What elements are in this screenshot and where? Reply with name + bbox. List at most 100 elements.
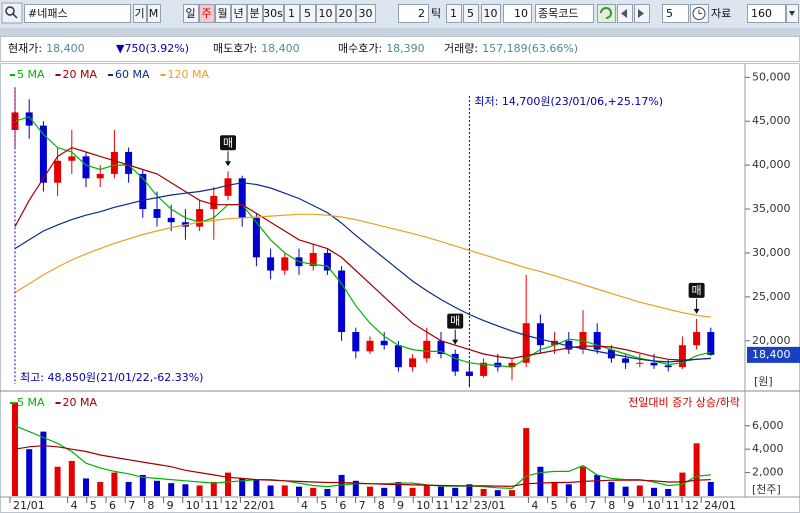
candle-body [82,156,90,179]
toolbar-button[interactable] [284,4,300,23]
toolbar-button[interactable] [231,4,247,23]
signal-label: 매 [223,136,233,149]
data-count-box[interactable] [747,4,786,23]
tick-button[interactable] [463,4,479,23]
search-icon[interactable] [1,2,23,24]
candle-body [352,332,360,352]
volume-bar [551,481,558,496]
data-count: 160 [751,7,772,20]
clock-hands [698,10,702,14]
x-tick-label: 9 [627,499,634,512]
candle-body [593,332,601,350]
tick-button[interactable] [481,4,501,23]
toolbar-button-label: 분 [249,7,259,20]
toolbar-button-label: M [149,7,159,20]
candle-body [636,362,644,364]
count-input-text: 5 [666,7,673,20]
candle-body [394,345,402,368]
toolbar-button[interactable] [215,4,231,23]
candle-body [678,345,686,368]
toolbar-button[interactable] [336,4,356,23]
candle-body [153,209,161,218]
tick-count: 2 [418,7,425,20]
toolbar-button[interactable] [247,4,263,23]
y-tick-label: 45,000 [752,114,791,127]
volume-bar [54,466,61,496]
toolbar-button[interactable] [300,4,316,23]
volume-bar [40,431,47,496]
info-label: 거래량: [444,42,478,55]
candle-body [281,257,289,271]
volume-bar [196,485,203,496]
candle-body [323,252,331,271]
candle-body [480,362,488,376]
volume-bar [68,460,75,496]
volume-bar [509,490,515,496]
toolbar-button[interactable] [147,4,161,23]
toolbar-button[interactable] [356,4,376,23]
y-unit: [원] [754,375,773,388]
candle-body [366,340,374,352]
y-tick-label: 6,000 [752,419,784,432]
candle-body [39,125,47,183]
candle-body [167,217,175,223]
info-label: 현재가: [8,42,42,55]
y-tick-label: 4,000 [752,442,784,455]
x-tick-label: 5 [90,499,97,512]
candle-body [565,340,573,350]
volume-bar [636,485,643,496]
volume-bar [310,487,317,496]
candle-body [622,358,630,363]
code-box[interactable] [535,4,594,23]
volume-bar [168,483,175,496]
candle-body [110,151,118,174]
toolbar-button[interactable] [183,4,199,23]
ma-line [14,116,711,368]
candle-body [238,178,246,218]
x-tick-label: 10 [416,499,430,512]
volume-bar [352,480,359,496]
tick-input[interactable] [503,4,532,23]
candle-body [650,362,658,366]
volume-bar [381,487,388,496]
toolbar-button[interactable] [133,4,147,23]
price-tag [747,346,800,363]
x-tick-label: 11 [205,499,219,512]
x-tick-label: 6 [109,499,116,512]
candle-body [68,156,76,161]
signal-box [447,313,464,329]
toolbar-button[interactable] [316,4,336,23]
tick-button[interactable] [446,4,462,23]
tick-label: 틱 [431,7,441,20]
candle-body [210,195,218,210]
x-tick-label: 11 [666,499,680,512]
signal-arrowhead [693,308,700,314]
volume-note: 전일대비 증가 상승/하락 [628,395,740,409]
x-tick-label: 21/01 [13,499,45,512]
toolbar-button[interactable] [263,4,284,23]
x-tick-label: 7 [589,499,596,512]
search-input[interactable] [24,4,131,23]
chart-frame [0,63,800,513]
volume-bar [225,472,231,496]
count-input[interactable] [662,4,689,23]
ma-line [14,182,711,363]
y-tick-label: 35,000 [752,202,791,215]
volume-bar [608,481,615,496]
info-label: 매도호가: [213,42,257,55]
volume-bar [139,474,146,496]
candle-body [451,353,459,372]
ma-line [14,213,711,318]
volume-bar [182,484,189,496]
ma-line [14,445,711,487]
volume-bar [594,474,601,496]
x-tick-label: 11 [435,499,449,512]
prev-arrow [621,9,627,18]
volume-bar [210,481,217,496]
volume-bar [693,443,700,496]
x-tick-label: 4 [301,499,308,512]
toolbar-button[interactable] [199,4,215,23]
tick-count-input[interactable] [398,4,429,23]
volume-bar [651,487,657,496]
